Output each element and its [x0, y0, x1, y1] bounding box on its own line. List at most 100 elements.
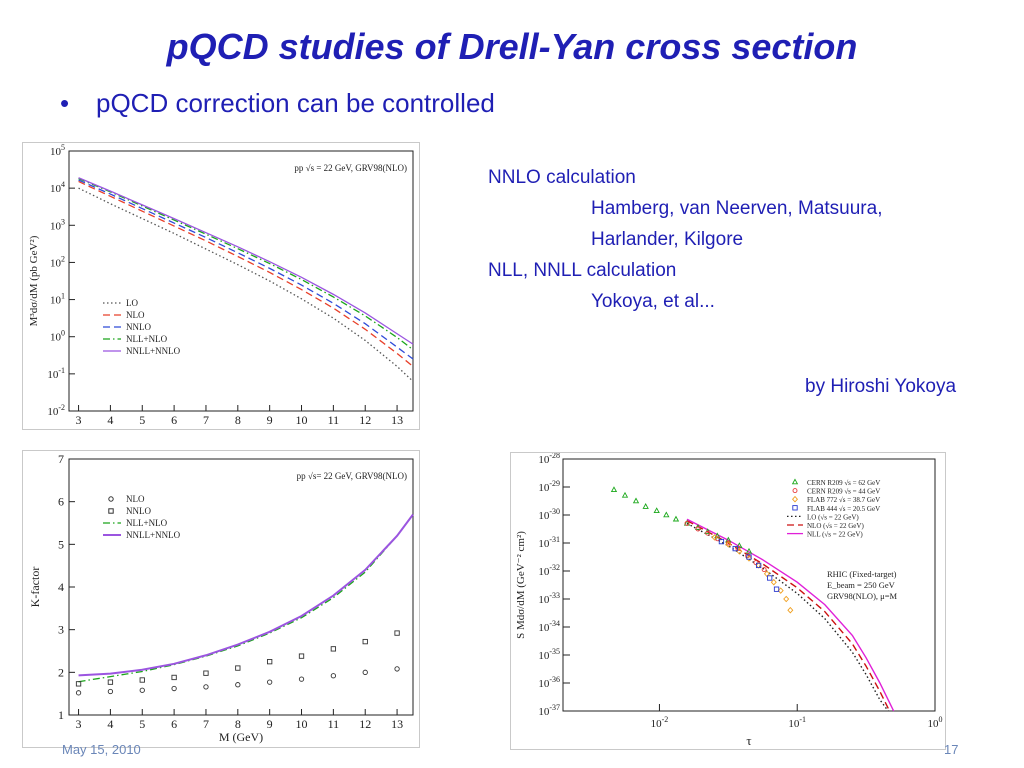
- data-point-square: [767, 575, 773, 581]
- data-point-nnlo: [362, 638, 368, 645]
- data-point-triangle: [610, 486, 618, 493]
- plot-frame: [68, 150, 414, 412]
- data-point-nlo: [203, 684, 209, 690]
- x-tick-label: 12: [359, 717, 371, 731]
- data-point-square: [773, 586, 780, 592]
- y-tick-label: 101: [50, 292, 65, 307]
- legend-label: NNLL+NNLO: [126, 530, 181, 540]
- legend-label: NLO (√s = 22 GeV): [807, 522, 864, 530]
- data-point-circle: [761, 567, 767, 573]
- legend-symbol: [792, 505, 798, 511]
- data-point-triangle: [714, 532, 721, 539]
- x-tick-label: 11: [328, 413, 340, 427]
- y-tick-label: 10-33: [538, 591, 560, 606]
- data-point-diamond: [770, 578, 777, 586]
- data-point-nlo: [107, 688, 114, 695]
- x-tick-label: 3: [76, 413, 82, 427]
- x-tick-label: 9: [267, 717, 273, 731]
- legend-label: FLAB 444 √s = 20.5 GeV: [807, 505, 880, 513]
- data-point-circle: [695, 526, 701, 532]
- plot-annotation: E_beam = 250 GeV: [827, 580, 896, 590]
- data-point-triangle: [663, 511, 670, 518]
- x-tick-label: 9: [267, 413, 273, 427]
- legend-symbol: [108, 508, 114, 514]
- x-tick-label: 5: [139, 717, 145, 731]
- footer-date: May 15, 2010: [62, 742, 141, 757]
- data-point-circle: [725, 540, 731, 546]
- data-point-nlo: [298, 676, 305, 682]
- data-point-circle: [684, 520, 690, 526]
- y-tick-label: 10-2: [47, 403, 65, 418]
- x-axis-label: M (GeV): [219, 426, 263, 429]
- y-tick-label: 100: [50, 329, 65, 344]
- nll-authors: Yokoya, et al...: [591, 291, 715, 312]
- x-tick-label: 10: [296, 413, 308, 427]
- x-tick-label: 4: [107, 413, 113, 427]
- y-tick-label: 104: [50, 180, 65, 195]
- nnlo-header: NNLO calculation: [488, 167, 636, 188]
- legend-label: NNLO: [126, 322, 151, 332]
- y-tick-label: 4: [58, 580, 64, 594]
- data-point-square: [732, 545, 738, 552]
- nnlo-authors-line-2: Harlander, Kilgore: [591, 229, 744, 250]
- x-tick-label: 5: [139, 413, 145, 427]
- series-line-nnlo: [78, 179, 414, 360]
- curve-nlo: [686, 519, 891, 712]
- series-line-nnll-nnlo: [78, 513, 414, 677]
- series-line-nll-nlo: [78, 514, 414, 683]
- data-point-nlo: [139, 687, 145, 693]
- legend-label: CERN R209 √s = 44 GeV: [807, 488, 880, 496]
- y-tick-label: 10-28: [538, 453, 560, 466]
- data-point-nnlo: [235, 665, 241, 671]
- legend-label: LO (√s = 22 GeV): [807, 513, 859, 521]
- chart-annotation: pp √s = 22 GeV, GRV98(NLO): [294, 163, 407, 173]
- data-point-nnlo: [267, 659, 273, 665]
- y-axis-label: M³dσ/dM (pb GeV²): [28, 235, 40, 326]
- x-tick-label: 13: [391, 717, 403, 731]
- plot-frame: [68, 458, 414, 716]
- x-tick-label: 12: [359, 413, 371, 427]
- y-tick-label: 10-30: [538, 507, 560, 522]
- plot-frame: [562, 458, 936, 712]
- data-point-nnlo: [107, 679, 114, 685]
- x-tick-label: 8: [235, 717, 241, 731]
- data-point-nnlo: [330, 646, 337, 652]
- x-tick-label: 8: [235, 413, 241, 427]
- legend-label: NLO: [126, 494, 145, 504]
- data-point-circle: [705, 530, 711, 536]
- y-tick-label: 102: [50, 254, 65, 269]
- x-tick-label: 10-2: [651, 715, 669, 730]
- series-line-nll-nlo: [78, 177, 414, 351]
- y-tick-label: 10-34: [538, 619, 560, 634]
- legend-symbol: [792, 488, 798, 494]
- series-line-lo: [78, 187, 414, 382]
- y-tick-label: 7: [58, 452, 64, 466]
- data-point-square: [746, 554, 752, 560]
- data-point-nlo: [330, 673, 337, 679]
- x-tick-label: 100: [928, 715, 943, 730]
- x-tick-label: 3: [76, 717, 82, 731]
- data-point-circle: [753, 560, 759, 566]
- data-point-diamond: [783, 595, 790, 603]
- bullet-dot-icon: •: [60, 88, 70, 118]
- data-point-nlo: [267, 679, 273, 685]
- x-tick-label: 6: [171, 717, 177, 731]
- legend-label: NLO: [126, 310, 145, 320]
- y-tick-label: 10-36: [538, 675, 560, 690]
- chart-annotation: pp √s= 22 GeV, GRV98(NLO): [297, 471, 407, 481]
- x-axis-label: τ: [746, 733, 751, 748]
- data-point-triangle: [621, 491, 629, 498]
- legend-label: LO: [126, 298, 138, 308]
- y-tick-label: 2: [58, 665, 64, 679]
- series-line-nlo: [78, 180, 414, 367]
- y-tick-label: 5: [58, 537, 64, 551]
- legend-symbol: [108, 496, 114, 502]
- legend-label: NLL+NLO: [126, 518, 168, 528]
- rhic-comparison-chart: 10-2 10-1 100 10-37 10-36 10-35 10-34 10-33 10-3…: [515, 451, 943, 748]
- data-point-nlo: [75, 690, 82, 696]
- slide-title: pQCD studies of Drell-Yan cross section: [166, 26, 858, 67]
- x-tick-label: 7: [203, 717, 209, 731]
- data-point-nlo: [394, 666, 400, 672]
- rhic-chart-panel: 10-2 10-1 100 10-37 10-36 10-35 10-34 10-33 10-3…: [510, 451, 946, 750]
- data-point-diamond: [725, 541, 732, 548]
